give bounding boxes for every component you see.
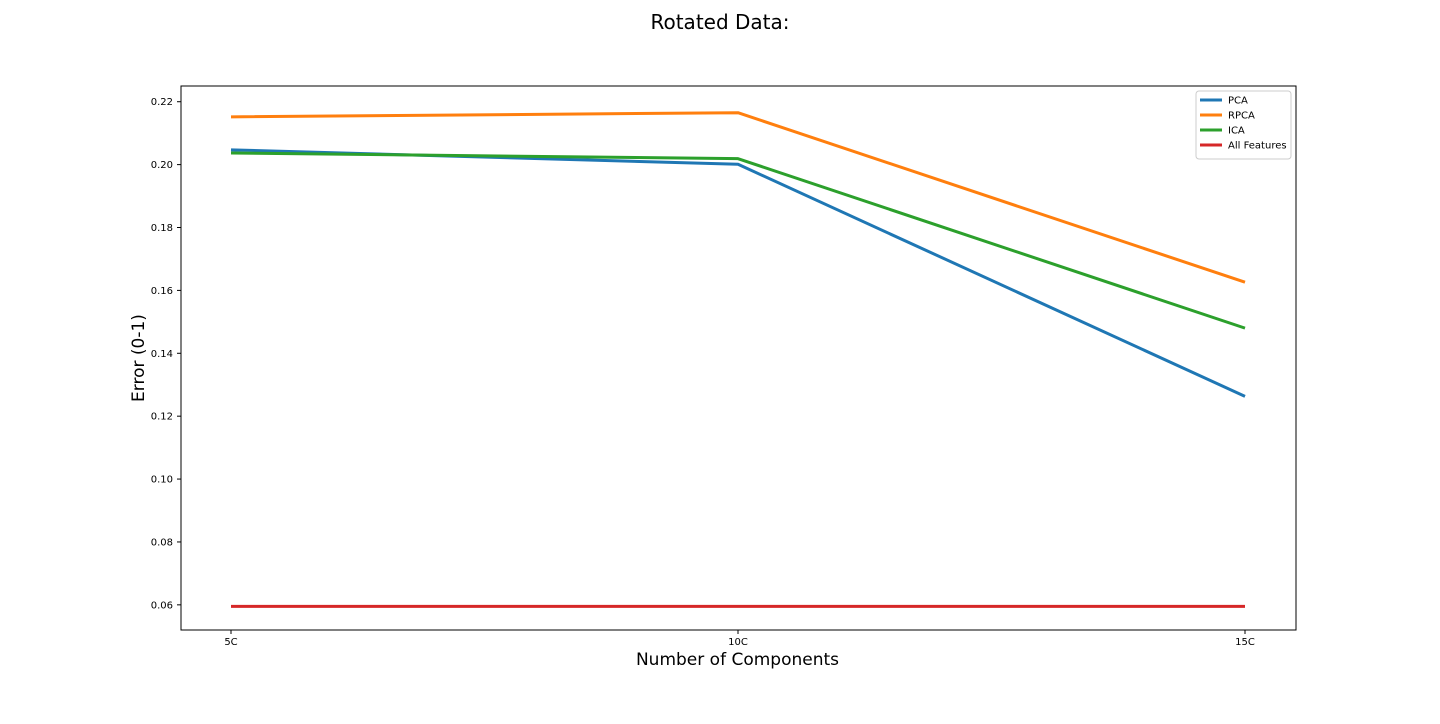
y-axis-title: Error (0-1) (129, 314, 149, 402)
plot-frame (180, 85, 1297, 631)
x-tick-label: 5C (224, 637, 237, 648)
x-tick-label: 10C (728, 637, 748, 648)
y-tick-label: 0.10 (151, 475, 173, 486)
y-tick-label: 0.16 (151, 286, 173, 297)
y-tick-label: 0.08 (151, 537, 173, 548)
legend: PCA RPCA ICA All Features (1195, 90, 1292, 160)
legend-label: ICA (1228, 126, 1245, 137)
series-line-pca (230, 148, 1246, 398)
legend-label: RPCA (1228, 111, 1255, 122)
y-tick-label: 0.12 (151, 412, 173, 423)
chart-title: Rotated Data: (650, 10, 789, 34)
series-line-ica (230, 151, 1246, 330)
y-tick-label: 0.20 (151, 160, 173, 171)
x-axis-title: Number of Components (636, 650, 839, 670)
y-tick-label: 0.18 (151, 223, 173, 234)
y-tick-label: 0.06 (151, 600, 173, 611)
y-tick-label: 0.22 (151, 97, 173, 108)
legend-label: PCA (1228, 96, 1248, 107)
legend-label: All Features (1228, 141, 1287, 152)
plot-area: 5C 10C 15C 0.06 0.08 0.10 0.12 0.14 0.16 0.18 0.20… (151, 85, 1297, 648)
x-tick-label: 15C (1235, 637, 1255, 648)
legend-box (1195, 90, 1292, 160)
y-tick-label: 0.14 (151, 349, 173, 360)
series-line-rpca (230, 111, 1246, 284)
